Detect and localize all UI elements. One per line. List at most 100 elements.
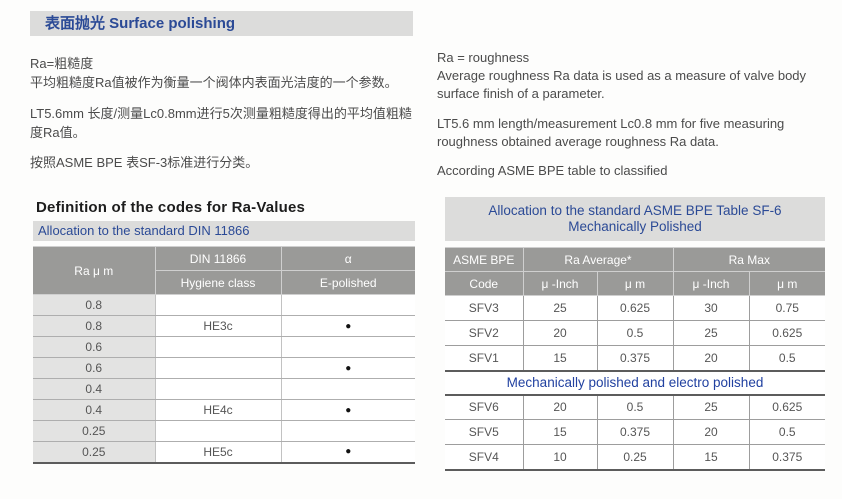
avg-uinch-cell: 25	[522, 295, 597, 321]
code-cell: SFV3	[445, 295, 523, 321]
asme-header-code-bottom: Code	[445, 271, 524, 296]
avg-um-cell: 0.5	[596, 394, 674, 420]
hygiene-cell	[154, 294, 281, 316]
intro-chinese: Ra=粗糙度 平均粗糙度Ra值被作为衡量一个阀体内表面光洁度的一个参数。 LT5…	[30, 55, 424, 173]
intro-en-line1: Ra = roughness	[437, 50, 530, 65]
asme-heading-line2: Mechanically Polished	[568, 219, 702, 234]
ra-cell: 0.8	[33, 315, 155, 337]
asme-table: ASME BPE Ra Average* Ra Max Code μ -Inch…	[445, 247, 826, 471]
asme-header-max-um: μ m	[748, 271, 826, 296]
asme-header-code-top: ASME BPE	[445, 247, 524, 272]
max-um-cell: 0.5	[748, 419, 826, 445]
intro-english: Ra = roughness Average roughness Ra data…	[437, 49, 837, 180]
section-band-row: Mechanically polished and electro polish…	[445, 369, 826, 396]
ra-cell: 0.4	[33, 378, 155, 400]
avg-uinch-cell: 10	[522, 444, 597, 470]
avg-um-cell: 0.375	[596, 419, 674, 445]
hygiene-cell	[154, 357, 281, 379]
hygiene-cell	[154, 420, 281, 442]
ra-cell: 0.8	[33, 294, 155, 316]
section-band-label: Mechanically polished and electro polish…	[445, 369, 826, 396]
table-row: SFV3 25 0.625 30 0.75	[445, 295, 826, 321]
asme-heading-line1: Allocation to the standard ASME BPE Tabl…	[488, 203, 782, 218]
din-table-subheading: Allocation to the standard DIN 11866	[33, 221, 415, 241]
avg-um-cell: 0.375	[596, 345, 674, 371]
hygiene-cell: HE3c	[154, 315, 281, 337]
asme-table-heading: Allocation to the standard ASME BPE Tabl…	[445, 197, 825, 241]
asme-header-avg-um: μ m	[596, 271, 674, 296]
max-uinch-cell: 25	[672, 320, 750, 346]
din-header-group: DIN 11866	[154, 246, 282, 271]
intro-cn-line1: Ra=粗糙度	[30, 56, 94, 71]
epolished-cell: ●	[280, 357, 415, 379]
max-uinch-cell: 25	[672, 394, 750, 420]
din-header-row-1: Ra μ m DIN 11866 α	[33, 246, 415, 295]
table-row: SFV1 15 0.375 20 0.5	[445, 345, 826, 371]
table-row: SFV5 15 0.375 20 0.5	[445, 419, 826, 445]
din-table-heading: Definition of the codes for Ra-Values	[36, 199, 306, 216]
epolished-cell	[280, 378, 415, 400]
ra-cell: 0.6	[33, 357, 155, 379]
avg-um-cell: 0.625	[596, 295, 674, 321]
epolished-cell	[280, 420, 415, 442]
ra-cell: 0.4	[33, 399, 155, 421]
max-uinch-cell: 20	[672, 345, 750, 371]
table-row: 0.25 HE5c ●	[33, 441, 415, 463]
table-row: 0.25	[33, 420, 415, 442]
table-row: 0.6 ●	[33, 357, 415, 379]
table-row: 0.6	[33, 336, 415, 358]
avg-uinch-cell: 20	[522, 394, 597, 420]
table-row: SFV2 20 0.5 25 0.625	[445, 320, 826, 346]
hygiene-cell	[154, 378, 281, 400]
intro-en-line3: LT5.6 mm length/measurement Lc0.8 mm for…	[437, 115, 785, 149]
max-uinch-cell: 20	[672, 419, 750, 445]
epolished-cell	[280, 294, 415, 316]
table-row: SFV6 20 0.5 25 0.625	[445, 394, 826, 420]
avg-um-cell: 0.5	[596, 320, 674, 346]
intro-cn-line3: LT5.6mm 长度/测量Lc0.8mm进行5次测量粗糙度得出的平均值粗糙度Ra…	[30, 105, 412, 140]
din-header-row-2: Hygiene class E-polished	[33, 270, 415, 295]
ra-cell: 0.25	[33, 420, 155, 442]
hygiene-cell: HE4c	[154, 399, 281, 421]
din-header-ra: Ra μ m	[33, 246, 156, 295]
asme-header-row-2: Code μ -Inch μ m μ -Inch μ m	[445, 271, 826, 296]
code-cell: SFV6	[445, 394, 523, 420]
ra-cell: 0.25	[33, 441, 155, 463]
max-um-cell: 0.375	[748, 444, 826, 470]
epolished-cell: ●	[280, 315, 415, 337]
table-row: SFV4 10 0.25 15 0.375	[445, 444, 826, 470]
ra-cell: 0.6	[33, 336, 155, 358]
hygiene-cell: HE5c	[154, 441, 281, 463]
din-table: Ra μ m DIN 11866 α Hygiene class E-polis…	[33, 246, 415, 464]
intro-cn-line2: 平均粗糙度Ra值被作为衡量一个阀体内表面光洁度的一个参数。	[30, 74, 398, 90]
avg-uinch-cell: 15	[522, 419, 597, 445]
asme-table-section: Allocation to the standard ASME BPE Tabl…	[445, 197, 826, 471]
epolished-cell: ●	[280, 399, 415, 421]
table-row: 0.4 HE4c ●	[33, 399, 415, 421]
din-header-alpha: α	[280, 246, 415, 271]
asme-header-avg: Ra Average*	[522, 247, 674, 272]
code-cell: SFV4	[445, 444, 523, 470]
din-table-section: Definition of the codes for Ra-Values Al…	[33, 199, 415, 464]
max-um-cell: 0.5	[748, 345, 826, 371]
din-header-epolished: E-polished	[280, 270, 415, 295]
max-um-cell: 0.625	[748, 394, 826, 420]
max-um-cell: 0.75	[748, 295, 826, 321]
intro-en-line4: According ASME BPE table to classified	[437, 162, 668, 178]
page-title: 表面抛光 Surface polishing	[30, 11, 413, 36]
table-row: 0.4	[33, 378, 415, 400]
asme-header-row-1: ASME BPE Ra Average* Ra Max	[445, 247, 826, 272]
table-row: 0.8	[33, 294, 415, 316]
din-header-hygiene: Hygiene class	[155, 270, 282, 295]
max-uinch-cell: 15	[672, 444, 750, 470]
code-cell: SFV5	[445, 419, 523, 445]
asme-header-max-uinch: μ -Inch	[672, 271, 750, 296]
code-cell: SFV2	[445, 320, 523, 346]
epolished-cell: ●	[280, 441, 415, 463]
asme-header-max: Ra Max	[672, 247, 826, 272]
code-cell: SFV1	[445, 345, 523, 371]
avg-uinch-cell: 20	[522, 320, 597, 346]
max-um-cell: 0.625	[748, 320, 826, 346]
intro-cn-line4: 按照ASME BPE 表SF-3标准进行分类。	[30, 155, 259, 171]
